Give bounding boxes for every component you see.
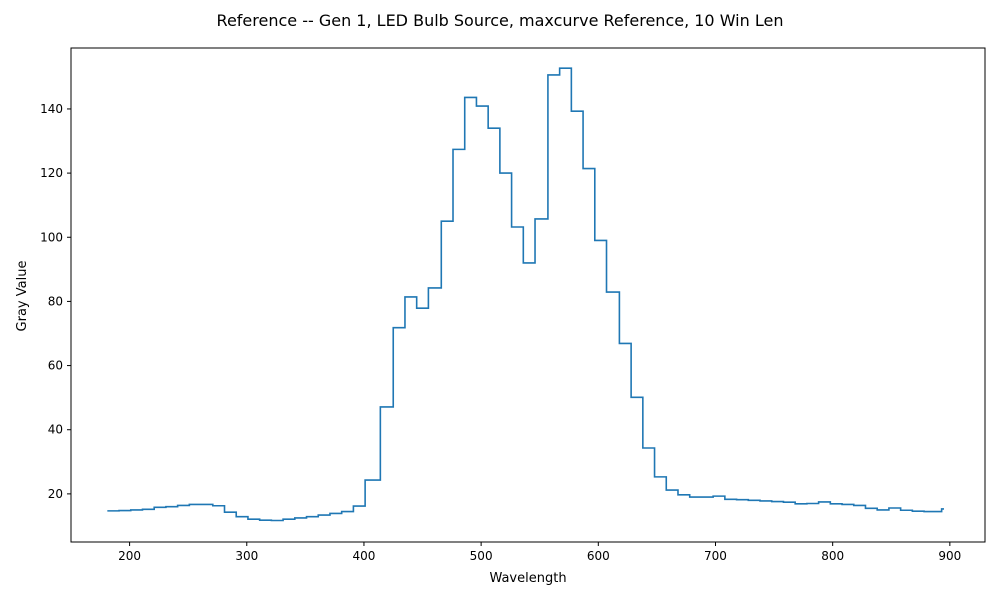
x-tick-label: 500 bbox=[470, 549, 493, 563]
y-axis-label: Gray Value bbox=[15, 261, 30, 332]
x-tick-label: 200 bbox=[118, 549, 141, 563]
x-tick-label: 300 bbox=[235, 549, 258, 563]
x-tick-label: 700 bbox=[704, 549, 727, 563]
x-axis-ticks: 200 300 400 500 600 700 800 900 bbox=[118, 542, 961, 563]
x-axis-label: Wavelength bbox=[489, 571, 566, 586]
y-tick-label: 40 bbox=[48, 423, 63, 437]
y-axis-ticks: 20 40 60 80 100 120 140 bbox=[40, 102, 71, 501]
y-tick-label: 100 bbox=[40, 230, 63, 244]
chart-title: Reference -- Gen 1, LED Bulb Source, max… bbox=[217, 11, 784, 30]
y-tick-label: 120 bbox=[40, 166, 63, 180]
y-tick-label: 80 bbox=[48, 294, 63, 308]
plot-frame bbox=[70, 47, 986, 543]
series-line bbox=[107, 67, 944, 522]
x-tick-label: 600 bbox=[587, 549, 610, 563]
y-tick-label: 140 bbox=[40, 102, 63, 116]
x-tick-label: 900 bbox=[938, 549, 961, 563]
y-tick-label: 20 bbox=[48, 487, 63, 501]
x-tick-label: 400 bbox=[352, 549, 375, 563]
y-tick-label: 60 bbox=[48, 359, 63, 373]
x-tick-label: 800 bbox=[821, 549, 844, 563]
